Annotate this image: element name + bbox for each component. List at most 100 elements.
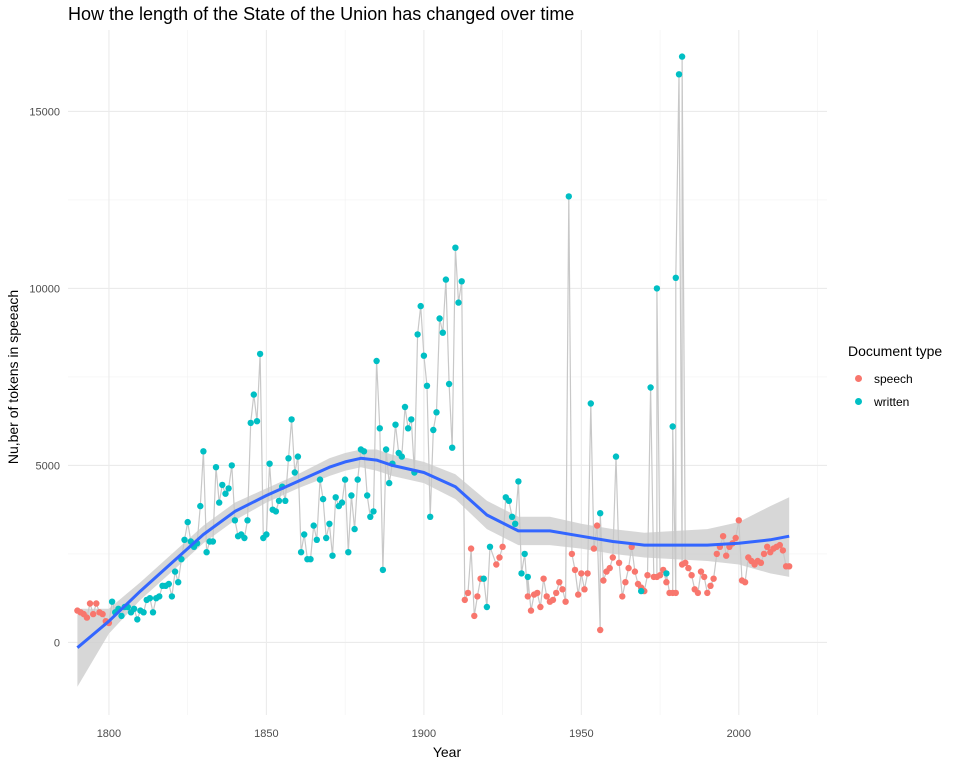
written-point [156,593,163,600]
speech-point [701,573,708,581]
written-point [307,556,314,563]
y-tick-label: 0 [54,637,60,649]
speech-point [553,589,560,597]
speech-point [584,570,591,577]
speech-point [688,572,695,579]
written-point [231,517,239,524]
written-point [364,492,371,499]
x-axis-title: Year [433,744,462,760]
written-point [171,568,179,575]
speech-point [90,610,97,618]
x-tick-label: 1950 [569,728,593,740]
speech-point [559,586,566,593]
speech-point [741,579,749,586]
written-point [367,513,374,520]
speech-point [527,607,535,614]
written-point [181,536,188,543]
written-point [508,513,516,520]
y-tick-label: 15000 [29,106,60,118]
speech-point [697,568,705,575]
speech-point [493,561,500,568]
written-point [228,462,235,469]
written-point [379,566,387,574]
written-point [316,476,324,483]
legend: Document type speech written [848,343,942,413]
speech-point [606,564,613,572]
speech-point [461,596,468,604]
written-point [134,616,141,623]
speech-point [474,593,481,600]
written-point [222,490,229,497]
written-point [288,416,295,423]
speech-point [597,626,604,634]
speech-point [571,566,579,574]
written-point [203,549,210,556]
speech-point [615,559,623,566]
written-point [483,603,491,611]
speech-point [704,589,711,597]
written-point [518,570,525,577]
written-point [512,520,519,527]
written-point [442,276,450,283]
x-tick-label: 1850 [254,728,278,740]
speech-point [471,612,478,620]
speech-point [707,582,714,589]
written-point [376,425,383,432]
written-point [263,531,270,538]
written-point [130,605,138,612]
speech-point [644,572,651,579]
speech-point [682,559,689,566]
y-axis-title: Nu,ber of tokens in speeach [5,290,21,464]
written-point [326,520,333,527]
written-point [140,609,147,616]
speech-point [556,579,563,586]
speech-point [656,572,664,579]
written-point [256,350,264,358]
speech-point [543,593,550,600]
written-point [663,570,670,577]
written-point [449,444,456,451]
speech-point [735,517,742,524]
smooth-trend-line [76,456,790,649]
data-points [74,53,793,634]
written-point [250,391,257,398]
written-point [675,71,683,78]
written-point [294,453,302,460]
written-point [427,513,434,520]
confidence-ribbon [77,449,790,687]
written-point [165,580,172,588]
written-point [360,448,368,455]
written-point [678,53,686,60]
written-point [216,499,223,506]
speech-point [764,543,771,550]
written-point [146,595,154,602]
written-point [505,497,513,504]
written-point [272,508,280,515]
written-point [417,302,424,310]
written-point [455,299,462,306]
written-point [452,244,459,251]
written-point [313,536,320,543]
chart-title: How the length of the State of the Union… [68,4,575,24]
written-point [345,549,352,556]
legend-swatch-speech [854,375,862,382]
speech-point [99,610,106,618]
written-point [423,382,431,389]
speech-point [540,575,547,582]
speech-point [757,559,765,566]
written-point [515,478,522,485]
written-point [341,476,349,483]
legend-item-written: written [848,390,942,413]
written-point [386,479,393,487]
y-tick-label: 10000 [29,283,60,295]
speech-point [590,545,598,552]
speech-point [496,554,503,561]
speech-point [622,579,629,586]
written-point [597,510,604,517]
written-point [197,502,204,510]
legend-title: Document type [848,343,943,359]
year-connecting-line [77,56,790,631]
x-tick-label: 1800 [97,728,121,740]
written-point [587,400,594,407]
written-point [439,329,446,336]
